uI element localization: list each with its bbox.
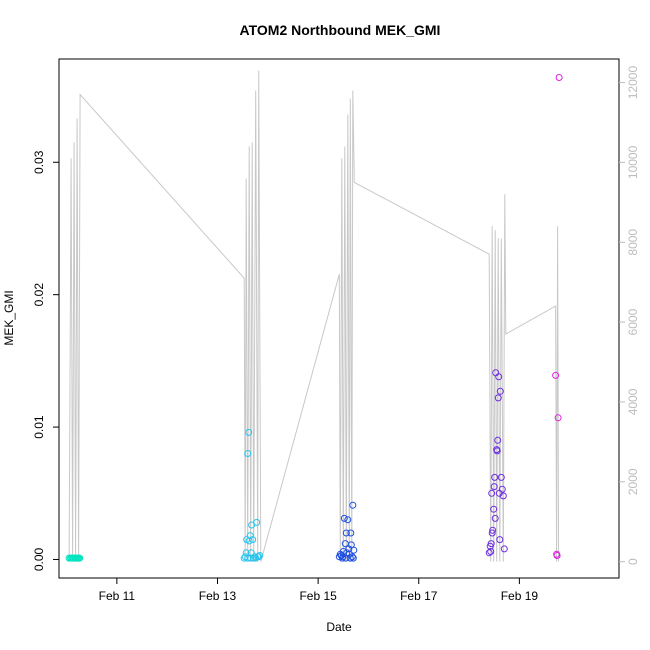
data-point bbox=[553, 552, 561, 559]
data-point bbox=[255, 553, 263, 561]
data-point bbox=[344, 516, 352, 524]
x-tick-label: Feb 11 bbox=[99, 589, 136, 603]
data-point bbox=[348, 553, 356, 561]
y-left-tick-label: 0.00 bbox=[32, 547, 46, 571]
data-point bbox=[495, 373, 503, 381]
y-right-tick-label: 4000 bbox=[626, 388, 640, 415]
data-point bbox=[496, 536, 504, 544]
data-point bbox=[487, 540, 495, 548]
chart-title: ATOM2 Northbound MEK_GMI bbox=[240, 22, 441, 38]
data-point bbox=[342, 554, 350, 562]
data-point bbox=[244, 450, 252, 457]
data-point bbox=[245, 537, 253, 545]
data-point bbox=[490, 483, 498, 491]
data-point bbox=[498, 485, 506, 493]
x-axis-label: Date bbox=[326, 620, 352, 634]
data-point bbox=[490, 505, 498, 513]
data-point bbox=[552, 371, 560, 379]
plot-frame bbox=[58, 58, 620, 579]
data-point bbox=[494, 436, 502, 444]
y-axis-left: 0.00 0.01 0.02 0.03 bbox=[32, 150, 59, 571]
data-point bbox=[244, 554, 252, 562]
data-point bbox=[346, 554, 354, 562]
data-points bbox=[65, 74, 563, 562]
y-right-tick-label: 0 bbox=[626, 558, 640, 565]
data-point bbox=[249, 536, 257, 544]
altitude-polyline bbox=[68, 70, 560, 562]
data-point bbox=[493, 447, 501, 455]
x-tick-label: Feb 13 bbox=[199, 589, 237, 603]
data-point bbox=[491, 514, 499, 522]
data-point bbox=[485, 549, 493, 557]
x-tick-label: Feb 15 bbox=[299, 589, 337, 603]
data-point bbox=[350, 546, 358, 554]
data-point bbox=[489, 526, 497, 534]
y-right-tick-label: 10000 bbox=[626, 145, 640, 179]
data-point bbox=[342, 529, 350, 537]
data-point bbox=[347, 529, 355, 537]
data-point bbox=[349, 501, 357, 509]
y-right-tick-label: 2000 bbox=[626, 468, 640, 495]
altitude-line bbox=[68, 70, 560, 562]
data-point bbox=[251, 553, 259, 561]
y-axis-label: MEK_GMI bbox=[2, 290, 16, 345]
data-point bbox=[253, 518, 261, 526]
data-point bbox=[499, 492, 507, 500]
data-point bbox=[554, 414, 562, 422]
data-point bbox=[488, 529, 496, 537]
x-tick-label: Feb 17 bbox=[400, 589, 438, 603]
y-axis-right: 0 2000 4000 6000 8000 10000 12000 bbox=[619, 66, 640, 565]
data-point bbox=[247, 554, 255, 562]
data-point bbox=[487, 548, 495, 555]
y-left-tick-label: 0.01 bbox=[32, 415, 46, 439]
y-left-tick-label: 0.03 bbox=[32, 150, 46, 174]
y-right-tick-label: 8000 bbox=[626, 229, 640, 256]
y-right-tick-label: 12000 bbox=[626, 66, 640, 100]
y-right-tick-label: 6000 bbox=[626, 308, 640, 335]
data-point bbox=[245, 428, 253, 436]
data-point bbox=[491, 473, 499, 481]
data-point bbox=[500, 545, 508, 553]
data-point bbox=[340, 514, 348, 522]
x-axis: Feb 11 Feb 13 Feb 15 Feb 17 Feb 19 bbox=[99, 578, 539, 603]
data-point bbox=[339, 548, 347, 555]
data-point bbox=[76, 554, 84, 562]
data-point bbox=[497, 473, 505, 481]
data-point bbox=[256, 552, 264, 559]
x-tick-label: Feb 19 bbox=[501, 589, 539, 603]
data-point bbox=[349, 554, 357, 562]
data-point bbox=[494, 394, 502, 402]
data-point bbox=[488, 489, 496, 497]
y-left-tick-label: 0.02 bbox=[32, 283, 46, 307]
data-point bbox=[555, 74, 563, 81]
data-point bbox=[496, 387, 504, 395]
